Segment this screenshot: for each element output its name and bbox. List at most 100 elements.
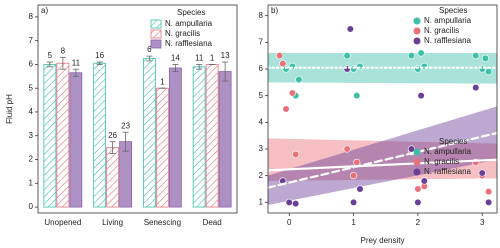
point [288,89,297,97]
sample-size: 16 [95,51,104,60]
bar [168,67,182,208]
y-axis-label: Fluid pH [5,94,14,124]
legend-label: N. gracilis [165,29,200,38]
point [485,198,493,206]
legend-label: N. rafflesiana [424,36,472,45]
sample-size: 11 [72,58,81,67]
point [417,92,425,100]
point [414,198,422,206]
bar [106,147,120,208]
plot-area [268,25,497,208]
sample-size: 26 [108,131,117,140]
sample-size: 14 [171,54,180,63]
bar [192,66,206,208]
legend-swatch [413,158,421,166]
y-tick-label: 4 [29,107,34,116]
point [343,52,351,60]
legend-swatch [413,27,421,35]
point [285,198,293,206]
legend-label: N. rafflesiana [165,39,213,48]
sample-size: 1 [210,54,215,63]
point [353,158,361,166]
point [414,185,422,193]
y-tick-label: 5 [259,91,264,100]
fit-line [268,158,497,172]
legend-swatch [413,37,421,45]
point [349,172,358,180]
sample-size: 1 [160,77,165,86]
point [353,92,361,100]
y-tick-label: 8 [259,11,264,20]
legend-label: N. gracilis [424,157,459,166]
legend-label: N. ampullaria [424,147,472,156]
axes-box [37,4,238,214]
point [485,188,493,196]
point [346,25,354,33]
point [478,169,486,177]
point [282,105,290,113]
bar [205,64,219,208]
bar [56,62,70,208]
fit-line [268,131,497,189]
point [295,76,303,84]
point [275,52,284,60]
legend-label: N. ampullaria [165,19,213,28]
legend-title: Species [177,8,205,17]
legend-label: N. rafflesiana [424,167,472,176]
x-tick-label: Senescing [144,218,181,227]
y-tick-label: 7 [29,36,34,45]
y-tick-label: 3 [29,131,34,140]
point [485,68,493,76]
legend-title: Species [439,6,467,15]
point [292,200,300,208]
y-tick-label: 6 [29,60,34,69]
sample-size: 5 [48,51,53,60]
y-tick-label: 1 [259,197,264,206]
sample-size: 11 [195,54,204,63]
point [472,84,480,92]
sample-size: 23 [121,121,130,130]
x-tick-label: 2 [416,218,421,227]
x-tick-label: Dead [203,218,222,227]
x-tick-label: 0 [287,218,292,227]
point [481,54,490,62]
legend-title: Species [439,137,467,146]
x-tick-label: Living [102,218,123,227]
sample-size: 6 [147,45,152,54]
point [420,177,428,185]
sample-size: 13 [221,51,230,60]
point [472,52,480,60]
x-tick-label: 1 [351,218,356,227]
sample-size: 8 [61,46,66,55]
legend-label: N. ampullaria [424,16,472,25]
y-tick-label: 3 [259,144,264,153]
bar [142,58,156,208]
point [349,198,358,206]
y-tick-label: 5 [29,83,34,92]
axes-box [267,4,498,214]
panel-label: b) [271,6,278,15]
y-tick-label: 2 [259,171,264,180]
legend-label: N. gracilis [424,26,459,35]
legend-swatch [413,168,421,176]
point [279,60,287,68]
x-axis-label: Prey density [360,236,404,245]
panel-label: a) [41,6,48,15]
legend-swatch [413,17,421,25]
y-tick-label: 6 [259,64,264,73]
point [356,185,364,193]
bar [69,72,83,208]
legend-swatch [413,148,421,156]
y-tick-label: 2 [29,155,34,164]
x-tick-label: Unopened [44,218,81,227]
y-tick-label: 1 [29,178,34,187]
legend-swatch [150,29,162,39]
bar [155,87,169,208]
y-tick-label: 7 [259,37,264,46]
y-tick-label: 8 [29,12,34,21]
bar [93,62,107,208]
point [417,49,425,57]
y-tick-label: 4 [259,117,264,126]
x-tick-label: 3 [480,218,485,227]
